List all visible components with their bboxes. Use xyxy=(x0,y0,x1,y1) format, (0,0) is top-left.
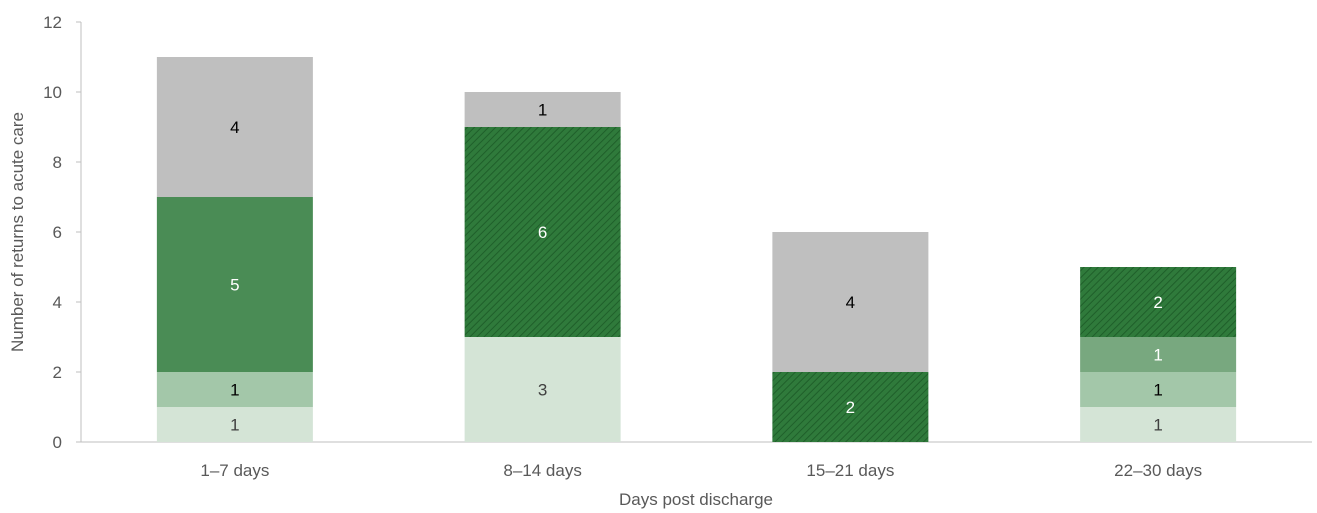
bar-segment xyxy=(1080,407,1237,442)
data-label: 1 xyxy=(538,101,547,120)
y-tick-label: 4 xyxy=(53,293,62,312)
data-label: 4 xyxy=(230,118,239,137)
x-tick-label: 15–21 days xyxy=(806,461,894,480)
y-axis-title: Number of returns to acute care xyxy=(8,112,27,352)
y-tick-label: 0 xyxy=(53,433,62,452)
bar-stack: 1 1 1 2 xyxy=(1080,267,1237,442)
bar-stack: 24 xyxy=(772,232,929,442)
bar-segment xyxy=(1080,337,1237,372)
data-label: 1 xyxy=(1153,416,1162,435)
bar-stack: 1 1 5 4 xyxy=(156,57,313,442)
data-label: 4 xyxy=(846,293,855,312)
bar-segment xyxy=(156,197,313,372)
bar-segment xyxy=(772,232,929,372)
y-tick-label: 10 xyxy=(43,83,62,102)
bar-segment xyxy=(1080,267,1237,337)
x-tick-label: 8–14 days xyxy=(503,461,581,480)
data-label: 1 xyxy=(230,416,239,435)
y-tick-label: 6 xyxy=(53,223,62,242)
data-label: 1 xyxy=(230,381,239,400)
data-label: 1 xyxy=(1153,346,1162,365)
bar-segment xyxy=(156,407,313,442)
x-tick-labels: 1–7 days 8–14 days 15–21 days 22–30 days xyxy=(200,461,1202,480)
x-tick-label: 22–30 days xyxy=(1114,461,1202,480)
bar-segment xyxy=(1080,372,1237,407)
x-tick-label: 1–7 days xyxy=(200,461,269,480)
bar-segment xyxy=(464,127,621,337)
bar-segment xyxy=(464,92,621,127)
data-label: 2 xyxy=(1153,293,1162,312)
bar-stack: 3 6 1 xyxy=(464,92,621,442)
data-label: 5 xyxy=(230,276,239,295)
data-label: 1 xyxy=(1153,381,1162,400)
bar-segment xyxy=(156,57,313,197)
y-tick-label: 12 xyxy=(43,13,62,32)
data-label: 6 xyxy=(538,223,547,242)
y-tick-label: 2 xyxy=(53,363,62,382)
bar-segment xyxy=(156,372,313,407)
data-label: 3 xyxy=(538,381,547,400)
y-tick-labels: 0 2 4 6 8 10 12 xyxy=(43,13,81,452)
bar-segment xyxy=(464,337,621,442)
x-axis-title: Days post discharge xyxy=(619,490,773,509)
bar-segment xyxy=(772,372,929,442)
data-label: 2 xyxy=(846,398,855,417)
y-tick-label: 8 xyxy=(53,153,62,172)
